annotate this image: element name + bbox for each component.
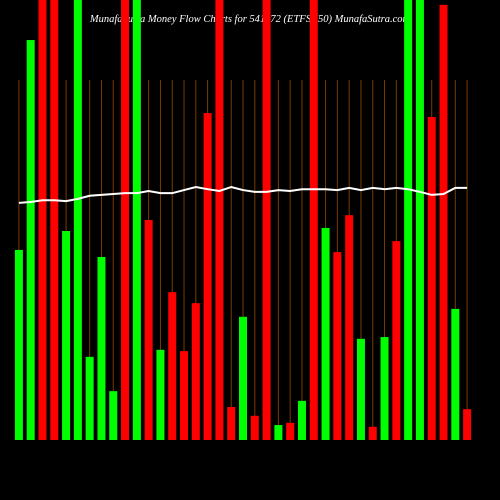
bar xyxy=(215,0,224,440)
bar xyxy=(85,356,94,440)
bar xyxy=(239,316,247,440)
bar xyxy=(168,292,177,440)
bar xyxy=(415,0,424,440)
chart-title: MunafaSutra Money Flow Charts for 541972… xyxy=(89,14,411,25)
bar xyxy=(321,227,330,440)
bar xyxy=(427,117,436,440)
bar xyxy=(191,303,200,440)
bar xyxy=(73,0,82,440)
bar xyxy=(380,337,389,440)
bar xyxy=(451,308,460,440)
bar xyxy=(286,422,295,440)
bar xyxy=(333,252,342,440)
bar xyxy=(14,249,23,440)
bar xyxy=(203,113,212,440)
bar xyxy=(38,0,47,440)
bar xyxy=(50,0,59,440)
bar xyxy=(132,0,141,440)
bar xyxy=(274,425,283,440)
money-flow-line xyxy=(18,185,468,204)
bar xyxy=(392,241,401,440)
bar xyxy=(97,256,106,440)
bar xyxy=(26,40,35,440)
bar xyxy=(156,349,165,440)
bar xyxy=(439,4,448,441)
bar xyxy=(368,426,377,440)
bar xyxy=(309,0,318,440)
bar xyxy=(463,409,472,440)
bar xyxy=(356,338,365,440)
bar xyxy=(404,0,413,440)
bar xyxy=(250,415,259,440)
bar xyxy=(62,231,71,440)
bar xyxy=(109,391,118,440)
bar xyxy=(297,400,306,440)
bar xyxy=(262,0,271,440)
bar xyxy=(227,407,236,440)
bar xyxy=(180,351,189,440)
bar xyxy=(121,0,130,440)
bar xyxy=(144,220,153,440)
bar xyxy=(345,215,354,440)
